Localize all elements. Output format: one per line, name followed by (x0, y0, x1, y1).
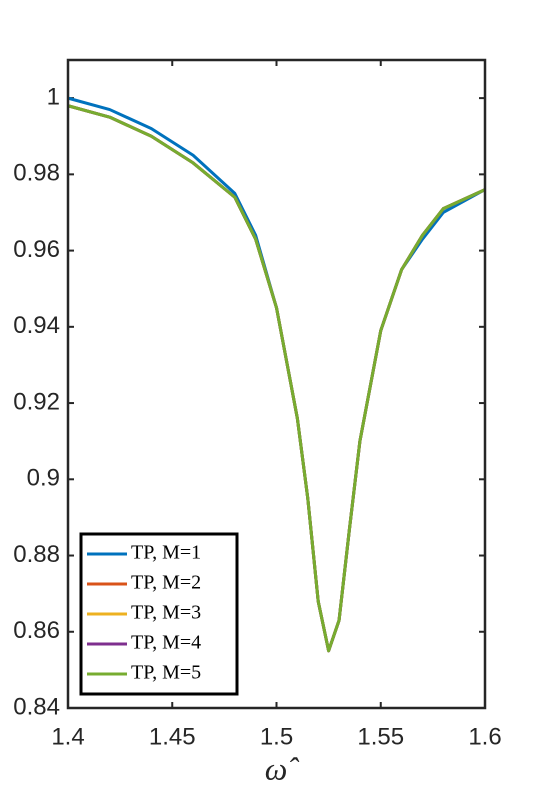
x-tick-label: 1.6 (468, 723, 501, 750)
legend: TP, M=1 TP, M=2 TP, M=3 TP, M=4 TP, M=5 (79, 532, 239, 696)
y-tick-label: 0.94 (13, 312, 60, 339)
y-tick-label: 0.9 (27, 465, 60, 492)
series-line (67, 104, 486, 653)
legend-label: TP, M=3 (131, 602, 201, 624)
x-tick-label: 1.55 (357, 723, 404, 750)
legend-label: TP, M=1 (131, 542, 201, 564)
y-tick-label: 0.88 (13, 541, 60, 568)
plot-frame (66, 58, 487, 710)
y-tick-label: 1 (47, 83, 60, 110)
legend-label: TP, M=4 (131, 632, 201, 654)
y-tick-label: 0.96 (13, 236, 60, 263)
x-tick-label: 1.45 (149, 723, 196, 750)
legend-label: TP, M=5 (131, 662, 201, 684)
x-tick-label: 1.4 (51, 723, 84, 750)
y-tick-label: 0.92 (13, 388, 60, 415)
x-tick-label: 1.5 (260, 723, 293, 750)
y-tick-label: 0.84 (13, 693, 60, 720)
legend-label: TP, M=2 (131, 572, 201, 594)
y-tick-label: 0.86 (13, 617, 60, 644)
y-tick-label: 0.98 (13, 160, 60, 187)
